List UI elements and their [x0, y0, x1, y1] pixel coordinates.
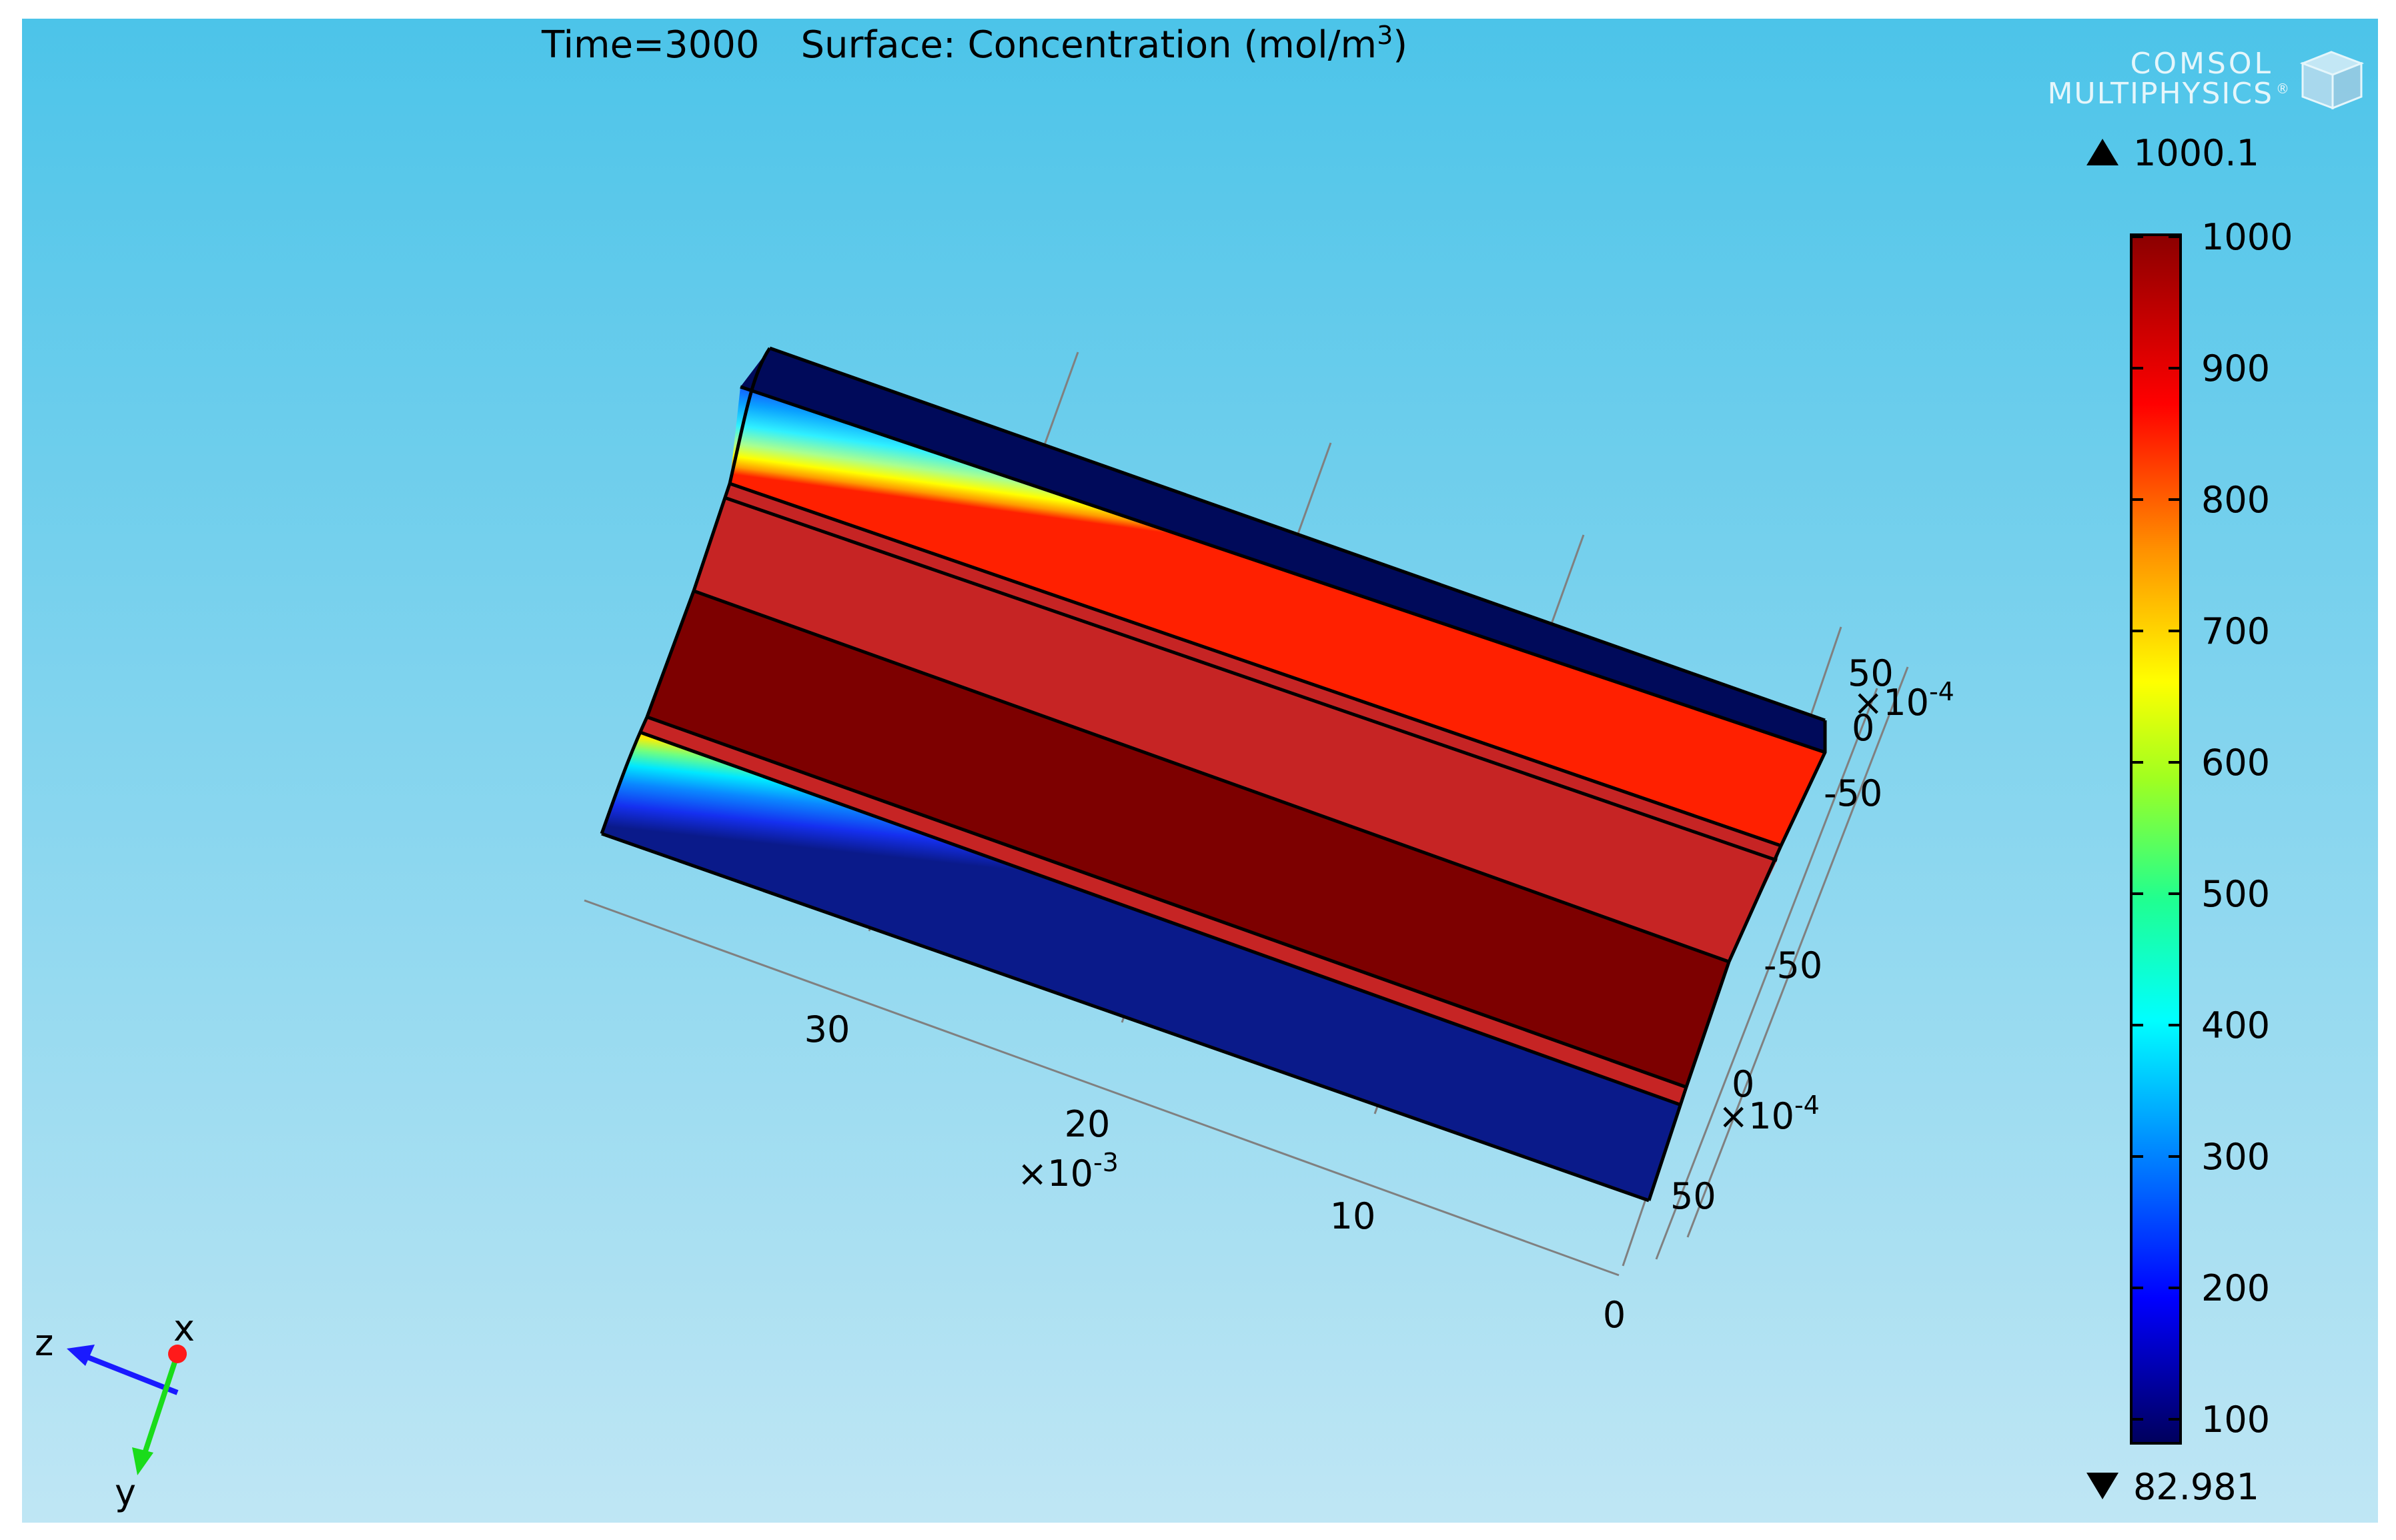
max-triangle-icon [2086, 139, 2119, 165]
upper-red-layer [694, 498, 1777, 962]
lower-membrane [640, 717, 1686, 1104]
x-scale-base: ×10 [1017, 1152, 1093, 1195]
colorbar-min-label: 82.981 [2133, 1466, 2259, 1508]
y-scale-exponent: -4 [1929, 677, 1954, 706]
colorbar-tick-label: 800 [2201, 479, 2270, 521]
x-axis-scale: ×10-3 [1017, 1148, 1119, 1195]
colorbar-tick-label: 400 [2201, 1004, 2270, 1046]
logo-line1: COMSOL [2131, 47, 2273, 81]
upper-cylinder-surface [730, 387, 1825, 846]
y-axis-labels-upper: 50 0 -50 ×10-4 [1824, 652, 1954, 814]
axis-triad: z x y [35, 1307, 195, 1513]
geometry-3d[interactable] [600, 346, 1827, 1203]
triad-z-label: z [35, 1322, 53, 1364]
colorbar-max-indicator: 1000.1 [2086, 132, 2259, 174]
x-axis-labels: 30 20 10 0 ×10-3 [804, 1008, 1626, 1336]
y-axis-scale-lower: ×10-4 [1718, 1090, 1820, 1137]
lower-cylinder-surface [602, 732, 1680, 1201]
upper-dark-edge [740, 348, 1825, 752]
logo-line2: MULTIPHYSICS [2047, 77, 2273, 111]
colorbar-tick-label: 900 [2201, 347, 2270, 390]
title-close-paren: ) [1393, 23, 1407, 67]
title-expression: Surface: Concentration (mol/m [800, 23, 1377, 67]
colorbar-tick-labels: 1000 900 800 700 600 500 400 300 200 100 [2201, 216, 2293, 1441]
triad-y-label: y [115, 1471, 136, 1513]
colorbar-tick-label: 700 [2201, 610, 2270, 652]
triad-x-label: x [173, 1307, 195, 1349]
x-tick-label: 20 [1065, 1103, 1111, 1145]
colorbar-tick-label: 500 [2201, 873, 2270, 915]
colorbar-gradient [2130, 233, 2182, 1445]
dark-red-core [647, 591, 1729, 1087]
end-cap-outline [600, 347, 772, 834]
y-scale-base: ×10 [1853, 682, 1929, 724]
title-time: Time=3000 [541, 23, 759, 67]
x-scale-exponent: -3 [1093, 1148, 1119, 1177]
y-axis-scale: ×10-4 [1853, 677, 1954, 724]
colorbar-tick-label: 600 [2201, 742, 2270, 784]
logo-cube-icon [2299, 51, 2365, 110]
boundary-lines [601, 346, 1826, 1203]
y-scale-base-lower: ×10 [1718, 1095, 1794, 1137]
logo-registered: ® [2276, 81, 2289, 97]
y-axis-labels-lower: -50 0 50 ×10-4 [1670, 944, 1822, 1217]
y-tick-label: -50 [1824, 772, 1882, 814]
y-tick-label: 0 [1732, 1063, 1754, 1105]
y-scale-exponent-lower: -4 [1794, 1090, 1820, 1120]
colorbar-tick-label: 300 [2201, 1136, 2270, 1178]
x-tick-label: 30 [804, 1008, 850, 1050]
colorbar-ticks [2131, 235, 2181, 1421]
y-tick-label: 50 [1848, 652, 1894, 694]
triad-z-axis [81, 1353, 179, 1395]
triad-y-axis [140, 1353, 180, 1461]
colorbar-tick-label: 1000 [2201, 216, 2293, 258]
triad-z-arrow-icon [67, 1345, 95, 1366]
colorbar-tick-label: 100 [2201, 1399, 2270, 1441]
x-tick-label: 0 [1603, 1294, 1626, 1336]
colorbar-tick-label: 200 [2201, 1267, 2270, 1309]
y-tick-label: -50 [1764, 944, 1822, 986]
colorbar-max-label: 1000.1 [2133, 132, 2259, 174]
triad-y-arrow-icon [132, 1447, 153, 1475]
title-exponent: 3 [1377, 21, 1393, 50]
triad-x-dot [168, 1345, 187, 1363]
y-tick-label: 50 [1670, 1175, 1716, 1217]
comsol-logo: COMSOL MULTIPHYSICS ® [2047, 47, 2365, 111]
upper-membrane [724, 484, 1781, 860]
right-end-outline [1647, 720, 1827, 1201]
plot-title: Time=3000 Surface: Concentration (mol/m3) [541, 21, 1407, 67]
min-triangle-icon [2086, 1473, 2119, 1499]
y-tick-label: 0 [1852, 707, 1874, 749]
colorbar-min-indicator: 82.981 [2086, 1466, 2259, 1508]
colorbar: 1000.1 1000 900 800 700 600 500 400 300 … [2086, 132, 2293, 1508]
x-tick-label: 10 [1330, 1195, 1376, 1237]
